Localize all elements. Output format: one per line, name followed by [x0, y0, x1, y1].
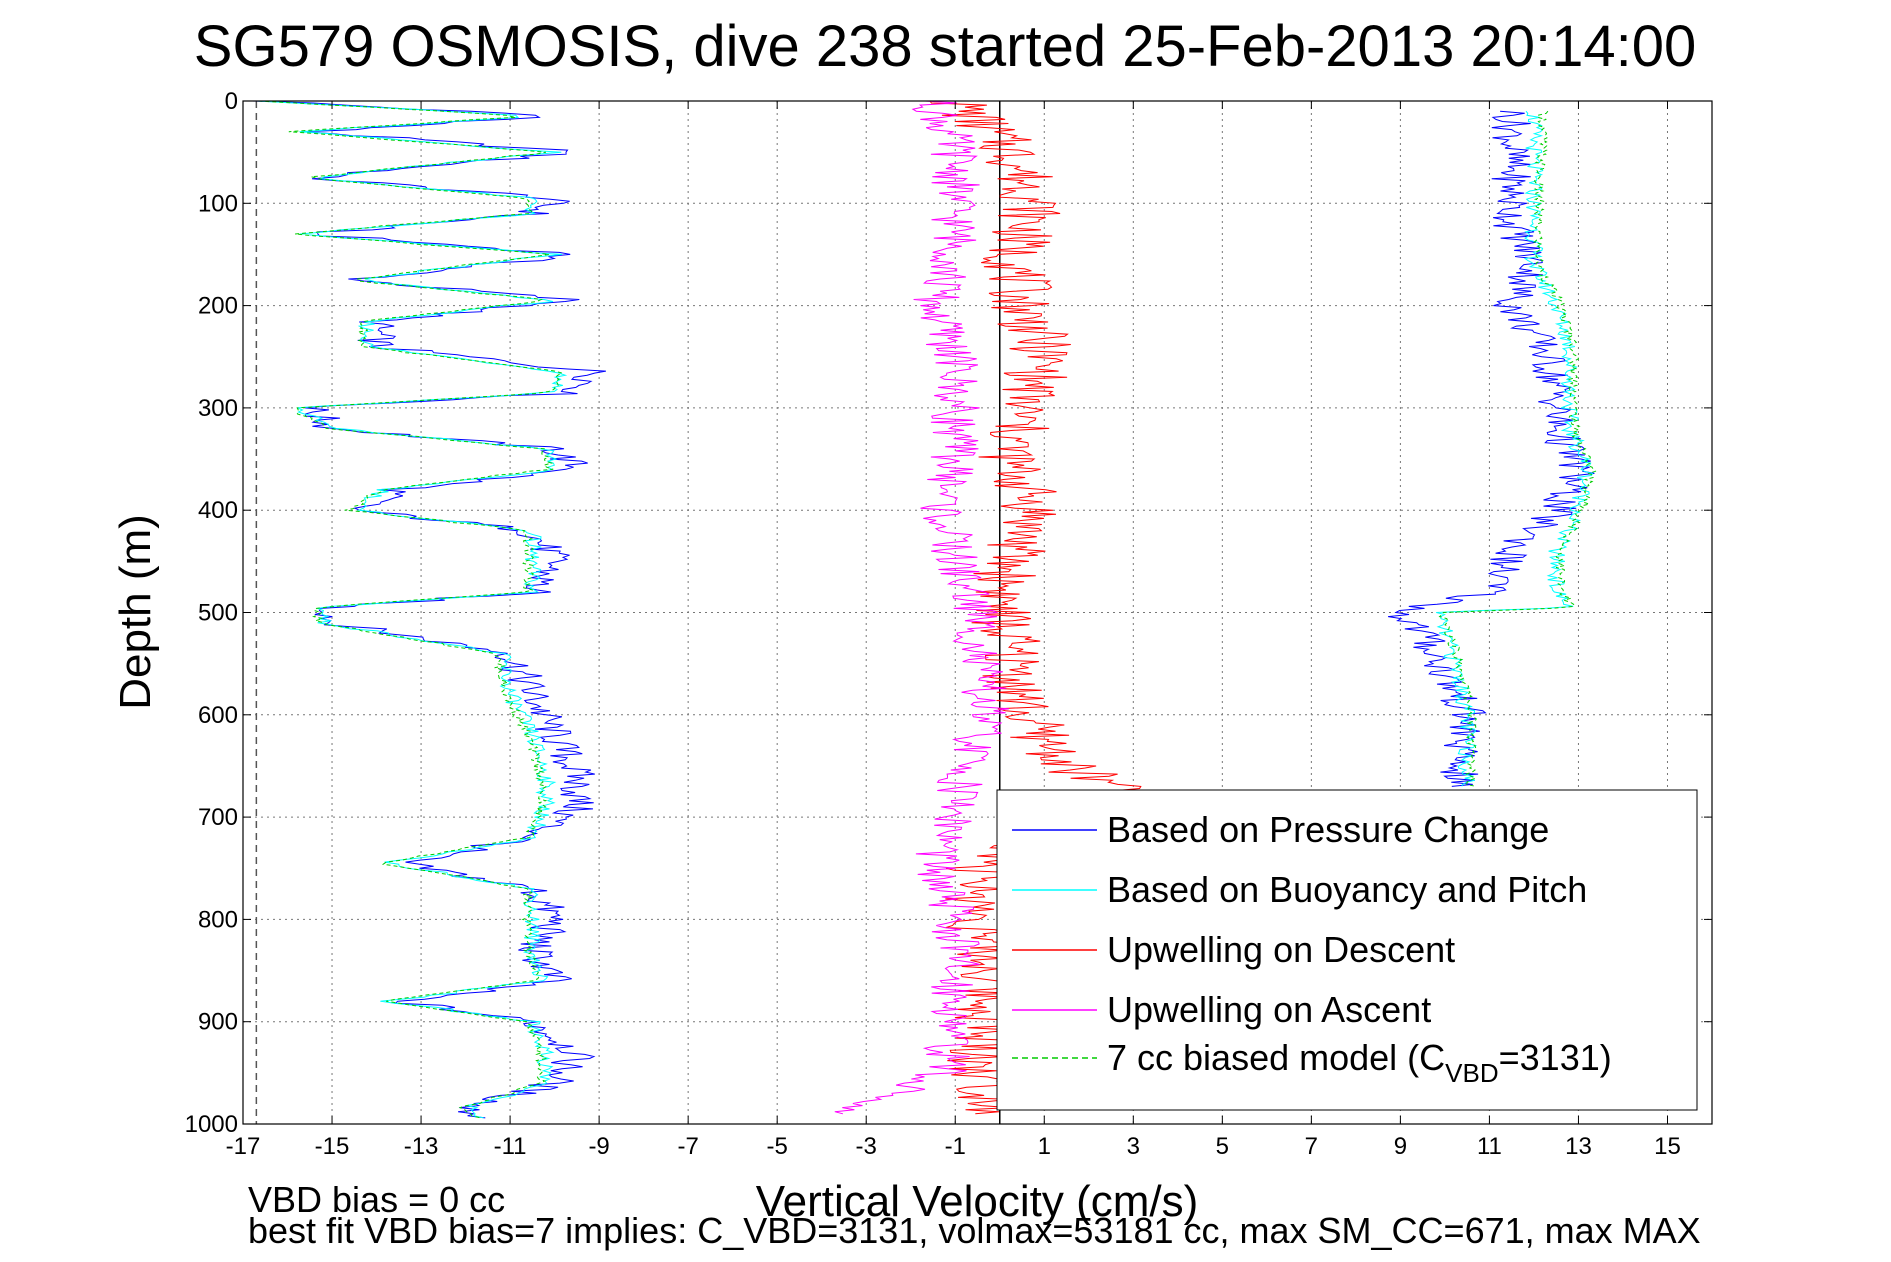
footer-line-2: best fit VBD bias=7 implies: C_VBD=3131,… — [248, 1210, 1701, 1251]
x-axis-label: Vertical Velocity (cm/s) — [756, 1177, 1199, 1226]
x-tick-label: -3 — [856, 1133, 877, 1160]
x-tick-label: 5 — [1216, 1133, 1229, 1160]
x-tick-label: -1 — [945, 1133, 966, 1160]
y-tick-label: 800 — [198, 906, 238, 933]
x-tick-label: 15 — [1654, 1133, 1681, 1160]
y-tick-label: 100 — [198, 190, 238, 217]
legend-label: Based on Buoyancy and Pitch — [1107, 869, 1587, 910]
legend-label: Upwelling on Descent — [1107, 929, 1455, 970]
x-tick-label: -7 — [677, 1133, 698, 1160]
x-tick-label: -13 — [404, 1133, 439, 1160]
x-tick-label: -11 — [494, 1133, 527, 1160]
y-axis-label: Depth (m) — [111, 514, 160, 710]
x-tick-label: -5 — [767, 1133, 788, 1160]
y-tick-label: 0 — [225, 88, 238, 115]
legend-label: 7 cc biased model (CVBD=3131) — [1107, 1037, 1612, 1088]
axes-frame — [242, 100, 1713, 1125]
y-tick-label: 200 — [198, 293, 238, 320]
legend: Based on Pressure Change Based on Buoyanc… — [996, 789, 1698, 1111]
series-upwelling-on-ascent — [834, 100, 1010, 1115]
y-tick-label: 500 — [198, 600, 238, 627]
x-tick-label: 13 — [1565, 1133, 1592, 1160]
y-tick-label: 300 — [198, 395, 238, 422]
legend-box — [996, 789, 1698, 1111]
y-tick-label: 600 — [198, 702, 238, 729]
footer-line-1: VBD bias = 0 cc — [248, 1179, 505, 1220]
x-tick-label: 7 — [1305, 1133, 1318, 1160]
y-tick-label: 400 — [198, 497, 238, 524]
x-tick-label: -9 — [588, 1133, 609, 1160]
x-tick-labels: -17 -15 -13 -11 -9 -7 -5 -3 -1 1 3 5 7 9 11 13 15 — [226, 1133, 1681, 1160]
y-tick-label: 700 — [198, 804, 238, 831]
y-tick-label: 1000 — [185, 1111, 238, 1138]
legend-label: Based on Pressure Change — [1107, 809, 1549, 850]
legend-label: Upwelling on Ascent — [1107, 989, 1431, 1030]
x-tick-label: 9 — [1394, 1133, 1407, 1160]
y-tick-label: 900 — [198, 1009, 238, 1036]
x-tick-label: 3 — [1127, 1133, 1140, 1160]
x-tick-label: -17 — [226, 1133, 261, 1160]
series-based-on-buoyancy-and-pitch-descent — [256, 100, 568, 1119]
x-tick-label: -15 — [315, 1133, 350, 1160]
x-tick-label: 11 — [1477, 1133, 1502, 1160]
y-tick-labels: 0 100 200 300 400 500 600 700 800 900 1000 — [185, 88, 238, 1138]
x-tick-label: 1 — [1038, 1133, 1051, 1160]
chart-title: SG579 OSMOSIS, dive 238 started 25-Feb-2… — [194, 14, 1696, 79]
series-based-on-buoyancy-and-pitch-ascent — [1436, 110, 1594, 787]
series-7-cc-biased-model-ascent — [1438, 110, 1597, 787]
